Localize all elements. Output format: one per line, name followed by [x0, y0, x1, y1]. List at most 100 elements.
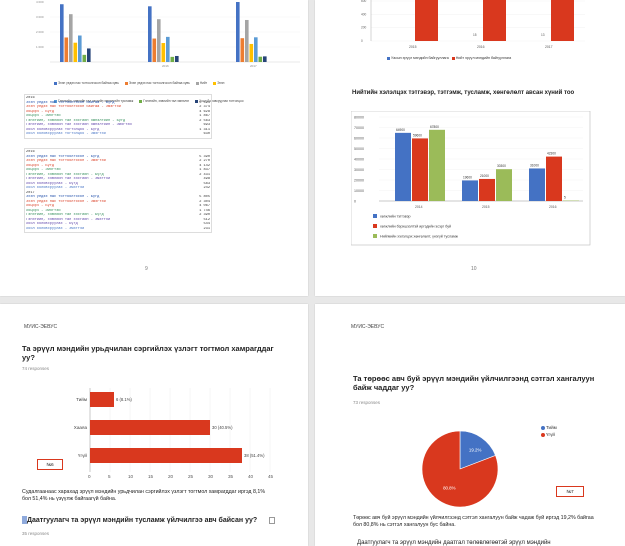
responses-count-2: 35 responses: [22, 531, 50, 536]
x-tick-label: 45: [268, 474, 274, 479]
bar: [263, 56, 267, 62]
legend-item: Эхэн үедээ нас тогтоолгосон байгаа хувь: [54, 81, 119, 86]
table-cell-label: Хоцорч - Эмэгтэй: [26, 208, 61, 213]
data-table-2: 2016 Эхэн үедээ нас тогтоолгосон - Бүгд 5 …: [24, 148, 212, 233]
bar: [90, 392, 114, 407]
bar: [73, 42, 78, 62]
table-cell-value: 512: [203, 217, 210, 222]
table-row: Эхэн үедээ нас тогтоолгосон байгаа - Бүг…: [26, 101, 210, 106]
bar: [551, 0, 574, 41]
bar: [254, 37, 258, 62]
table-cell-label: Хоцорч - Бүгд: [26, 163, 55, 168]
table-row: Гэнэтийн, хэвлийн тал хэсгийн - Эмэгтэй 4…: [26, 177, 210, 182]
legend-swatch: [387, 56, 390, 60]
table-cell-label: Хоцорч - Эмэгтэй: [26, 114, 61, 118]
legend-item: Эхэн: [213, 81, 224, 86]
table-row: Хоцорч - Эмэгтэй 1 867: [26, 114, 210, 119]
legend-swatch: [54, 99, 57, 103]
bar: [412, 138, 428, 201]
bar: [82, 54, 87, 62]
table-row: Эхэн үедээ нас тогтоолгосон - Эмэгтэй 2 2…: [26, 159, 210, 164]
table-row: Гэнэтийн, хэвлийн тал хэсгийн - Бүгд 2 43…: [26, 173, 210, 178]
bar: [462, 180, 478, 201]
table-cell-label: Эхэн үедээ нас тогтоолгосон - Бүгд: [26, 154, 100, 159]
cut-line: Даатгуулагч та эрүүл мэндийн даатгал төл…: [357, 540, 551, 546]
legend-label: Эхэн үедээ нас тогтоолгосон байгаа хувь: [128, 81, 190, 85]
bar: [479, 178, 495, 201]
table-cell-label: Эхэн үедээ нас тогтоолгосон - Бүгд: [26, 195, 100, 199]
bar: [148, 6, 152, 62]
legend-swatch: [373, 214, 377, 218]
y-tick-label: 30000: [354, 168, 364, 172]
y-tick-label: 200: [361, 26, 367, 30]
copy-icon[interactable]: [269, 516, 276, 524]
summary-paragraph: Төрөөс авч буй эрүүл мэндийн үйлчилгээнд…: [353, 515, 594, 528]
question-title: Та эрүүл мэндийн урьдчилан сэргийлэх үзл…: [22, 344, 274, 362]
page-number: 9: [145, 266, 148, 272]
legend-label: Үгүй: [546, 432, 555, 437]
table-row: Эхэн үедээ нас тогтоолгосон - Бүгд 5 805: [26, 195, 210, 200]
table-row: Хоцорч - Эмэгтэй 1 746: [26, 209, 210, 214]
legend-label: Уасын эрүүл мэндийн байгууллага: [391, 56, 449, 60]
legend-swatch: [124, 81, 128, 85]
bar: [157, 19, 161, 62]
table-row: Гэнэтийн, хэвлийн тал хэсгийн - Эмэгтэй 5…: [26, 218, 210, 223]
table-row: 2017: [26, 191, 210, 196]
table-cell-label: Эхэн үедээ нас тогтоолгосон - Эмэгтэй: [26, 199, 106, 204]
bar: [258, 56, 263, 62]
y-tick-label: 0: [354, 200, 356, 204]
legend-label: Тийм: [546, 425, 557, 430]
data-label: 31000: [530, 163, 539, 167]
page-header: МУИС-ЭЕВУС: [24, 324, 58, 330]
table-cell-label: Гэнэтийн, хэвлийн тал хэсгийн эмнэлгийн …: [26, 123, 132, 127]
table-row: Хоцорч - Бүгд 4 067: [26, 204, 210, 209]
y-tick-label: Хааяа: [74, 425, 88, 430]
table-cell-value: 2 390: [199, 213, 210, 217]
question-2: Даатгуулагч та эрүүл мэндийн тусламж үйл…: [22, 516, 302, 524]
bar: [236, 2, 240, 63]
bar: [90, 420, 210, 435]
table-cell-label: Хоол боловсруулах - Эмэгтэй: [26, 186, 85, 190]
bar: [64, 37, 69, 62]
table-cell-label: Эхэн үедээ нас тогтоолгосон байгаа - Бүг…: [26, 100, 115, 105]
x-tick-label: 2015: [409, 45, 417, 49]
legend-label: Хоол боловсруулах тогтолцоо: [199, 99, 244, 103]
table-cell-value: 5 805: [199, 195, 210, 199]
y-tick-label: 60000: [354, 137, 364, 141]
legend-label: хөгжлийн тэтгэвэр: [380, 215, 411, 219]
legend-item: Хоол боловсруулах тогтолцоо: [195, 99, 244, 104]
table-cell-value: 4 142: [199, 163, 210, 168]
bar: [166, 36, 170, 62]
table-cell-value: 630: [203, 132, 210, 136]
y-tick-label: 10000: [354, 189, 364, 193]
table-cell-value: 4 628: [199, 109, 210, 114]
data-label: 21000: [480, 174, 489, 178]
bar: [161, 43, 166, 62]
page-bottom-left: МУИС-ЭЕВУС Та эрүүл мэндийн урьдчилан сэ…: [0, 304, 308, 546]
data-label: 42300: [547, 152, 556, 156]
legend-label: Гэнэтийн, хэвлийн тал хэсгийн эмнэлгийн …: [58, 99, 134, 103]
page-top-right: 600 400 200 0 2015 15 2016 13 2017 Уасын эрүүл м…: [315, 0, 625, 296]
table-row: Хоцорч - Эмэгтэй 1 837: [26, 168, 210, 173]
text-cursor: [22, 516, 27, 524]
table-cell-label: Хоол боловсруулах - Бүгд: [26, 181, 78, 186]
x-tick-label: 0: [88, 474, 91, 479]
table-cell-label: Гэнэтийн, хэвлийн тал хэсгийн эмнэлгийн …: [26, 118, 126, 123]
y-tick-label: Үгүй: [78, 452, 88, 458]
legend-swatch: [139, 99, 143, 103]
x-tick-label: 35: [228, 474, 234, 479]
bar: [78, 35, 82, 62]
legend-dot: [541, 432, 545, 437]
y-tick-label: 70000: [354, 126, 364, 130]
table-cell-value: 2 270: [199, 159, 210, 163]
table-cell-label: Хоол боловсруулах тогтолцоо - Бүгд: [26, 127, 100, 132]
legend-label: Эхэн үедээ нас тогтоолгосон байгаа хувь: [58, 81, 119, 85]
legend-swatch: [451, 56, 455, 60]
data-label: 13: [541, 33, 545, 37]
bar: [429, 129, 445, 201]
table-row: 2016: [26, 96, 210, 101]
table-cell-value: 2 563: [199, 118, 210, 123]
legend-swatch: [195, 99, 199, 103]
question-title: Та төрөөс авч буй эрүүл мэндийн үйлчилгэ…: [353, 374, 595, 392]
table-row: Гэнэтийн, хэвлийн тал хэсгийн - Бүгд 2 39…: [26, 213, 210, 218]
